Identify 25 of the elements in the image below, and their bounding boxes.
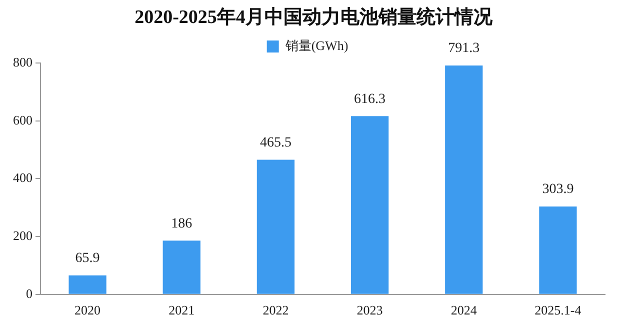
x-tick-label: 2022 xyxy=(262,302,289,318)
data-label: 791.3 xyxy=(448,41,480,56)
x-tick-label: 2025.1-4 xyxy=(534,302,582,318)
chart-title: 2020-2025年4月中国动力电池销量统计情况 xyxy=(134,6,494,30)
data-label: 65.9 xyxy=(75,251,100,266)
x-tick-label: 2020 xyxy=(74,302,101,318)
bar xyxy=(539,206,577,294)
legend-label: 销量(GWh) xyxy=(284,38,348,53)
y-tick-label: 400 xyxy=(13,170,32,186)
bar xyxy=(162,240,200,294)
data-label: 303.9 xyxy=(542,182,574,198)
data-label: 465.5 xyxy=(260,135,292,150)
y-tick-label: 600 xyxy=(13,112,32,128)
bar xyxy=(256,160,295,294)
x-tick-label: 2023 xyxy=(356,302,383,318)
y-tick-label: 200 xyxy=(13,228,32,243)
data-label: 616.3 xyxy=(354,92,386,107)
bar xyxy=(445,66,483,294)
y-tick-label: 0 xyxy=(26,286,32,301)
bar xyxy=(350,116,389,294)
data-label: 186 xyxy=(171,216,192,232)
x-tick-label: 2021 xyxy=(168,302,195,318)
x-tick-label: 2024 xyxy=(450,302,478,318)
y-tick-label: 800 xyxy=(13,54,32,70)
bar xyxy=(68,275,106,294)
